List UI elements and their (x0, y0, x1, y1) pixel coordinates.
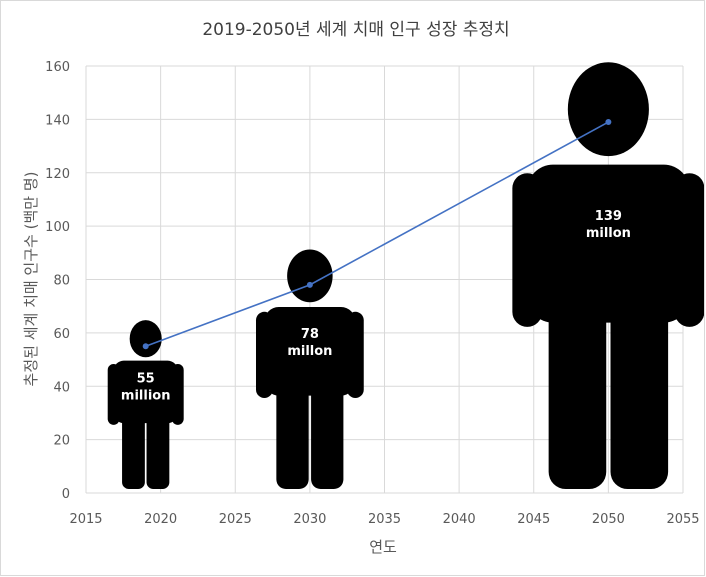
x-tick-label: 2055 (666, 512, 699, 527)
person-left-leg (276, 378, 309, 489)
data-point (306, 281, 313, 288)
x-tick-label: 2040 (443, 512, 476, 527)
person-right-leg (146, 411, 170, 489)
person-left-arm (255, 311, 273, 399)
x-tick-labels: 2015 2020 2025 2030 2035 2040 2045 2050 2055 (69, 512, 699, 527)
person-unit-label: million (121, 389, 171, 404)
y-tick-label: 0 (62, 487, 70, 502)
x-tick-label: 2045 (517, 512, 550, 527)
person-torso (264, 307, 356, 396)
x-tick-label: 2030 (293, 512, 326, 527)
y-tick-label: 80 (53, 274, 70, 289)
person-value-label: 55 (137, 372, 155, 387)
y-tick-label: 140 (45, 113, 70, 128)
y-tick-label: 160 (45, 60, 70, 75)
person-left-arm (107, 364, 120, 425)
data-point (605, 119, 612, 126)
y-axis-label: 추정된 세계 치매 인구수 (백만 명) (22, 172, 40, 387)
chart-title: 2019-2050년 세계 치매 인구 성장 추정치 (202, 20, 509, 40)
person-left-leg (548, 292, 607, 489)
person-right-leg (311, 378, 344, 489)
series-group (142, 119, 612, 350)
person-head (567, 62, 649, 157)
x-tick-label: 2025 (219, 512, 252, 527)
y-tick-label: 60 (53, 327, 70, 342)
y-tick-label: 100 (45, 220, 70, 235)
person-left-leg (122, 411, 145, 489)
y-tick-label: 20 (53, 434, 70, 449)
x-tick-label: 2020 (144, 512, 177, 527)
person-torso (527, 164, 690, 323)
x-tick-label: 2035 (368, 512, 401, 527)
person-unit-label: millon (586, 226, 631, 241)
person-value-label: 78 (301, 327, 319, 342)
y-tick-label: 120 (45, 167, 70, 182)
x-tick-label: 2015 (69, 512, 102, 527)
person-icons: 55 million 78 millon 139 millon (107, 62, 705, 489)
person-right-arm (346, 311, 364, 399)
person-head (129, 320, 162, 358)
data-point (142, 343, 149, 350)
person-right-arm (674, 173, 705, 327)
person-unit-label: millon (287, 344, 332, 359)
person-torso (113, 360, 178, 424)
person-right-arm (171, 364, 184, 425)
person-icon: 55 million (107, 320, 184, 489)
person-left-arm (512, 173, 543, 327)
y-tick-label: 40 (53, 380, 70, 395)
y-tick-labels: 0 20 40 60 80 100 120 140 160 (45, 60, 70, 502)
person-right-leg (610, 292, 669, 489)
x-axis-label: 연도 (369, 538, 397, 556)
person-value-label: 139 (595, 209, 622, 224)
x-tick-label: 2050 (592, 512, 625, 527)
